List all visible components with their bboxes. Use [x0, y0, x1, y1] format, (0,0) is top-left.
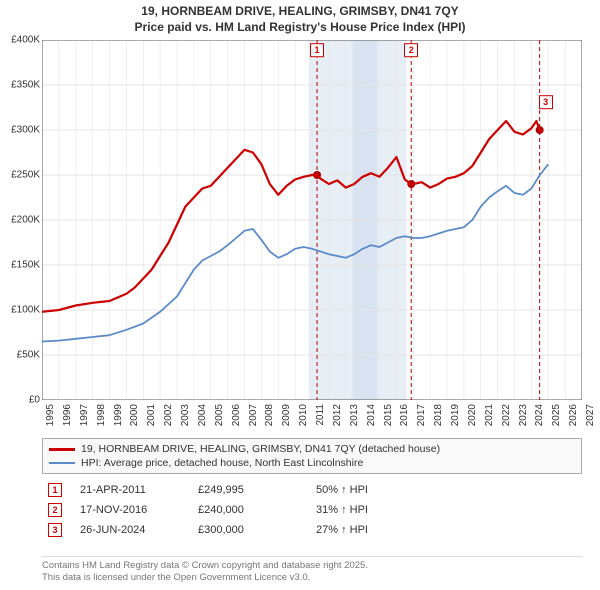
y-axis-tick-label: £350K: [11, 80, 40, 91]
sale-price: £300,000: [198, 524, 298, 536]
chart-sale-marker: 3: [539, 95, 553, 109]
x-axis-tick-label: 2012: [332, 404, 343, 426]
x-axis-tick-label: 2017: [416, 404, 427, 426]
chart-title-address: 19, HORNBEAM DRIVE, HEALING, GRIMSBY, DN…: [8, 4, 592, 20]
x-axis-tick-label: 1995: [45, 404, 56, 426]
chart-plot-area: [42, 40, 582, 400]
sale-date: 17-NOV-2016: [80, 504, 180, 516]
legend-item: 19, HORNBEAM DRIVE, HEALING, GRIMSBY, DN…: [49, 442, 575, 456]
x-axis-tick-label: 2014: [366, 404, 377, 426]
x-axis-tick-label: 1999: [113, 404, 124, 426]
x-axis-tick-label: 2020: [467, 404, 478, 426]
x-axis-tick-label: 2007: [248, 404, 259, 426]
x-axis-tick-label: 1998: [96, 404, 107, 426]
sale-date: 21-APR-2011: [80, 484, 180, 496]
sale-hpi-delta: 31% ↑ HPI: [316, 504, 436, 516]
price-vs-hpi-chart: { "title": { "line1": "19, HORNBEAM DRIV…: [0, 0, 600, 590]
x-axis-tick-label: 2005: [214, 404, 225, 426]
sale-date: 26-JUN-2024: [80, 524, 180, 536]
chart-sale-marker: 2: [404, 43, 418, 57]
legend-label: 19, HORNBEAM DRIVE, HEALING, GRIMSBY, DN…: [81, 443, 440, 455]
legend-swatch: [49, 462, 75, 464]
x-axis-tick-label: 2022: [501, 404, 512, 426]
footer-line: Contains HM Land Registry data © Crown c…: [42, 560, 582, 572]
table-row: 2 17-NOV-2016 £240,000 31% ↑ HPI: [42, 500, 582, 520]
chart-svg: [42, 40, 582, 400]
attribution-footer: Contains HM Land Registry data © Crown c…: [42, 556, 582, 584]
x-axis-tick-label: 2021: [484, 404, 495, 426]
y-axis-tick-label: £300K: [11, 125, 40, 136]
x-axis-tick-label: 2023: [518, 404, 529, 426]
x-axis-tick-label: 2027: [585, 404, 596, 426]
x-axis-tick-label: 2026: [568, 404, 579, 426]
y-axis-tick-label: £150K: [11, 260, 40, 271]
x-axis-tick-label: 2002: [163, 404, 174, 426]
y-axis-tick-label: £200K: [11, 215, 40, 226]
legend-label: HPI: Average price, detached house, Nort…: [81, 457, 363, 469]
x-axis-tick-label: 2009: [281, 404, 292, 426]
x-axis-tick-label: 2006: [231, 404, 242, 426]
x-axis-tick-label: 2025: [551, 404, 562, 426]
x-axis-tick-label: 2016: [399, 404, 410, 426]
sale-hpi-delta: 50% ↑ HPI: [316, 484, 436, 496]
x-axis-tick-label: 2000: [129, 404, 140, 426]
x-axis-tick-label: 2013: [349, 404, 360, 426]
y-axis-tick-label: £400K: [11, 35, 40, 46]
x-axis-tick-label: 2019: [450, 404, 461, 426]
legend-item: HPI: Average price, detached house, Nort…: [49, 456, 575, 470]
x-axis-tick-label: 2010: [298, 404, 309, 426]
footer-line: This data is licensed under the Open Gov…: [42, 572, 582, 584]
chart-title-subtitle: Price paid vs. HM Land Registry's House …: [8, 20, 592, 36]
y-axis-tick-label: £250K: [11, 170, 40, 181]
sale-hpi-delta: 27% ↑ HPI: [316, 524, 436, 536]
x-axis-tick-label: 1997: [79, 404, 90, 426]
x-axis-tick-label: 2018: [433, 404, 444, 426]
x-axis-tick-label: 2008: [264, 404, 275, 426]
y-axis-tick-label: £50K: [17, 350, 40, 361]
x-axis-tick-label: 2003: [180, 404, 191, 426]
y-axis-tick-label: £100K: [11, 305, 40, 316]
x-axis-tick-label: 2011: [315, 404, 326, 426]
chart-sale-marker: 1: [310, 43, 324, 57]
legend-box: 19, HORNBEAM DRIVE, HEALING, GRIMSBY, DN…: [42, 438, 582, 474]
x-axis-tick-label: 2001: [146, 404, 157, 426]
table-row: 3 26-JUN-2024 £300,000 27% ↑ HPI: [42, 520, 582, 540]
sales-table: 1 21-APR-2011 £249,995 50% ↑ HPI 2 17-NO…: [42, 480, 582, 540]
sale-price: £240,000: [198, 504, 298, 516]
y-axis-tick-label: £0: [29, 395, 40, 406]
chart-title-block: 19, HORNBEAM DRIVE, HEALING, GRIMSBY, DN…: [0, 0, 600, 37]
x-axis-tick-label: 2024: [534, 404, 545, 426]
table-row: 1 21-APR-2011 £249,995 50% ↑ HPI: [42, 480, 582, 500]
sale-marker-icon: 3: [48, 523, 62, 537]
sale-marker-icon: 1: [48, 483, 62, 497]
legend-swatch: [49, 448, 75, 451]
sale-price: £249,995: [198, 484, 298, 496]
x-axis-tick-label: 1996: [62, 404, 73, 426]
sale-marker-icon: 2: [48, 503, 62, 517]
x-axis-tick-label: 2015: [383, 404, 394, 426]
x-axis-tick-label: 2004: [197, 404, 208, 426]
